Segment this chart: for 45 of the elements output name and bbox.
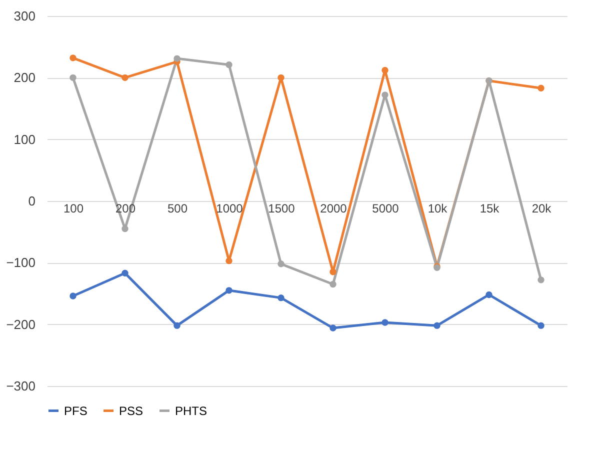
point (122, 270, 128, 276)
x-tick-label: 10k (428, 202, 448, 216)
point (174, 322, 180, 329)
point (382, 92, 388, 98)
x-tick-label: 2000 (320, 202, 348, 216)
x-tick-label: 1500 (268, 202, 296, 216)
x-tick-label: 200 (115, 202, 136, 216)
y-tick-label: 0 (28, 194, 36, 208)
y-tick-label: −300 (6, 378, 36, 394)
x-tick-label: 500 (167, 202, 188, 216)
legend-label: PHTS (175, 404, 208, 418)
point (278, 260, 284, 268)
point (382, 66, 388, 74)
point (330, 268, 336, 276)
x-tick-label: 100 (63, 202, 84, 216)
point (70, 292, 76, 300)
legend-label: PFS (64, 404, 88, 418)
legend-label: PSS (119, 404, 144, 418)
y-tick-label: 300 (14, 8, 36, 24)
x-tick-label: 15k (480, 202, 500, 216)
x-tick-label: 1000 (216, 202, 244, 216)
point (538, 276, 544, 284)
point (122, 225, 128, 232)
point (122, 74, 128, 82)
point (226, 257, 232, 264)
y-tick-label: −100 (6, 255, 36, 270)
point (434, 322, 440, 329)
point (226, 61, 232, 68)
y-tick-label: −200 (6, 316, 36, 332)
x-tick-label: 5000 (372, 202, 400, 216)
point (538, 322, 544, 329)
point (174, 55, 180, 62)
point (330, 280, 336, 288)
point (70, 74, 76, 82)
point (70, 54, 76, 62)
point (278, 294, 284, 302)
point (330, 324, 336, 332)
point (278, 74, 284, 82)
point (382, 319, 388, 326)
point (226, 287, 232, 294)
point (486, 291, 492, 298)
x-tick-label: 20k (532, 202, 552, 216)
point (538, 84, 544, 92)
y-tick-label: 100 (14, 132, 36, 147)
y-tick-label: 200 (14, 70, 36, 86)
